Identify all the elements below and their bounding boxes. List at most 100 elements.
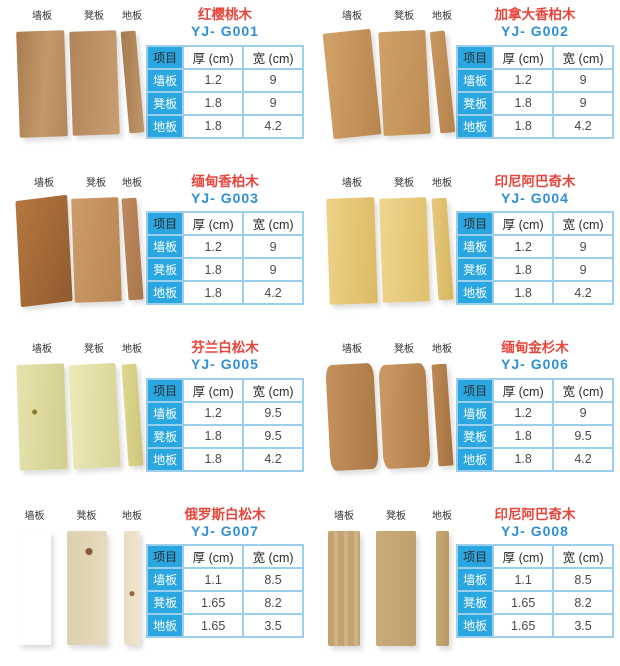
floor-board-group: 地板 <box>120 7 144 167</box>
spec-row-wall: 墙板 1.2 9 <box>455 400 614 426</box>
spec-header-item: 项目 <box>145 377 185 403</box>
bench-board-label: 凳板 <box>76 510 97 522</box>
wall-board-image <box>325 362 379 472</box>
spec-width-value: 9 <box>242 90 304 116</box>
spec-row-label: 墙板 <box>455 567 495 593</box>
plank-photos: 墙板 凳板 地板 <box>316 507 456 666</box>
bench-board-image <box>377 362 431 470</box>
spec-thickness-value: 1.8 <box>492 113 555 139</box>
spec-width-value: 4.2 <box>552 280 614 306</box>
plank-photos: 墙板 凳板 地板 <box>6 507 146 666</box>
spec-thickness-value: 1.1 <box>182 567 245 593</box>
bench-board-group: 凳板 <box>68 7 120 167</box>
spec-row-label: 墙板 <box>455 234 495 260</box>
bench-board-label: 凳板 <box>394 11 414 22</box>
wall-board-group: 墙板 <box>15 174 73 334</box>
spec-header-width: 宽 (cm) <box>242 377 304 403</box>
spec-thickness-value: 1.8 <box>182 280 245 306</box>
floor-board-image <box>124 530 140 645</box>
spec-row-bench: 凳板 1.8 9 <box>455 90 614 116</box>
wall-board-image <box>16 30 68 138</box>
spec-width-value: 8.5 <box>242 567 304 593</box>
spec-header-thickness: 厚 (cm) <box>182 377 245 403</box>
spec-row-label: 凳板 <box>455 423 495 449</box>
spec-row-floor: 地板 1.8 4.2 <box>145 446 304 472</box>
spec-thickness-value: 1.8 <box>492 423 555 449</box>
spec-row-floor: 地板 1.8 4.2 <box>455 280 614 306</box>
spec-header-item: 项目 <box>455 44 495 70</box>
product-info: 俄罗斯白松木 YJ- G007 项目 厚 (cm) 宽 (cm) 墙板 1.1 … <box>145 506 308 666</box>
spec-width-value: 4.2 <box>242 280 304 306</box>
spec-row-label: 墙板 <box>145 234 185 260</box>
floor-board-image <box>120 30 144 134</box>
floor-board-group: 地板 <box>120 340 144 500</box>
product-name: 俄罗斯白松木 <box>184 506 266 522</box>
spec-header-thickness: 厚 (cm) <box>492 44 555 70</box>
product-card: 墙板 凳板 地板 红樱桃木 YJ- G001 项目 厚 (cm) 宽 (cm) <box>0 0 310 167</box>
spec-row-label: 地板 <box>145 280 185 306</box>
product-name: 红樱桃木 <box>198 7 252 22</box>
spec-thickness-value: 1.8 <box>492 90 555 116</box>
spec-header-width: 宽 (cm) <box>242 211 304 237</box>
product-code: YJ- G002 <box>501 23 569 40</box>
bench-board-group: 凳板 <box>70 174 122 334</box>
spec-thickness-value: 1.8 <box>182 113 245 139</box>
spec-thickness-value: 1.8 <box>492 257 555 283</box>
plank-photos: 墙板 凳板 地板 <box>316 7 456 167</box>
bench-board-label: 凳板 <box>386 510 406 522</box>
bench-board-label: 凳板 <box>84 344 104 355</box>
floor-board-label: 地板 <box>122 344 142 355</box>
spec-thickness-value: 1.65 <box>492 590 555 616</box>
product-card: 墙板 凳板 地板 印尼阿巴奇木 YJ- G008 项目 厚 (cm) 宽 (cm… <box>310 500 620 666</box>
bench-board-group: 凳板 <box>378 174 430 334</box>
product-info: 红樱桃木 YJ- G001 项目 厚 (cm) 宽 (cm) 墙板 1.2 9 … <box>145 7 308 167</box>
bench-board-image <box>67 362 121 470</box>
spec-header-item: 项目 <box>455 211 495 237</box>
bench-board-group: 凳板 <box>376 507 416 666</box>
spec-width-value: 9 <box>242 234 304 260</box>
floor-board-label: 地板 <box>432 177 452 189</box>
spec-thickness-value: 1.8 <box>182 90 245 116</box>
wall-board-label: 墙板 <box>342 177 362 189</box>
floor-board-image <box>435 530 449 646</box>
floor-board-group: 地板 <box>430 174 454 334</box>
spec-header-row: 项目 厚 (cm) 宽 (cm) <box>145 211 304 237</box>
spec-header-width: 宽 (cm) <box>552 44 614 70</box>
spec-row-bench: 凳板 1.8 9.5 <box>145 423 304 449</box>
product-code: YJ- G003 <box>191 189 259 206</box>
floor-board-label: 地板 <box>432 11 452 22</box>
spec-row-label: 凳板 <box>455 90 495 116</box>
spec-thickness-value: 1.2 <box>182 67 245 93</box>
spec-thickness-value: 1.8 <box>182 423 245 449</box>
spec-row-label: 凳板 <box>455 257 495 283</box>
product-info: 芬兰白松木 YJ- G005 项目 厚 (cm) 宽 (cm) 墙板 1.2 9… <box>145 340 308 500</box>
spec-thickness-value: 1.2 <box>492 67 555 93</box>
spec-row-label: 凳板 <box>455 590 495 616</box>
spec-thickness-value: 1.65 <box>182 613 245 639</box>
product-name: 加拿大香柏木 <box>494 7 576 22</box>
spec-table: 项目 厚 (cm) 宽 (cm) 墙板 1.2 9.5 凳板 1.8 9.5 地… <box>145 377 304 472</box>
bench-board-group: 凳板 <box>377 7 431 167</box>
wall-board-image <box>328 530 360 646</box>
spec-row-bench: 凳板 1.65 8.2 <box>145 590 304 616</box>
floor-board-group: 地板 <box>122 507 142 666</box>
spec-header-row: 项目 厚 (cm) 宽 (cm) <box>145 544 304 570</box>
product-info: 缅甸香柏木 YJ- G003 项目 厚 (cm) 宽 (cm) 墙板 1.2 9… <box>145 174 308 334</box>
product-info: 加拿大香柏木 YJ- G002 项目 厚 (cm) 宽 (cm) 墙板 1.2 … <box>455 7 618 167</box>
spec-header-thickness: 厚 (cm) <box>182 211 245 237</box>
spec-header-thickness: 厚 (cm) <box>492 544 555 570</box>
spec-row-label: 墙板 <box>145 400 185 426</box>
product-code: YJ- G005 <box>191 356 259 373</box>
spec-header-item: 项目 <box>145 211 185 237</box>
spec-header-row: 项目 厚 (cm) 宽 (cm) <box>455 377 614 403</box>
spec-header-width: 宽 (cm) <box>242 44 304 70</box>
spec-width-value: 8.2 <box>552 590 614 616</box>
wall-board-label: 墙板 <box>32 344 52 355</box>
floor-board-image <box>120 197 144 300</box>
spec-row-label: 地板 <box>145 613 185 639</box>
spec-row-label: 地板 <box>455 280 495 306</box>
spec-width-value: 9 <box>552 234 614 260</box>
product-info: 缅甸金杉木 YJ- G006 项目 厚 (cm) 宽 (cm) 墙板 1.2 9… <box>455 340 618 500</box>
spec-row-floor: 地板 1.65 3.5 <box>145 613 304 639</box>
spec-row-bench: 凳板 1.8 9.5 <box>455 423 614 449</box>
